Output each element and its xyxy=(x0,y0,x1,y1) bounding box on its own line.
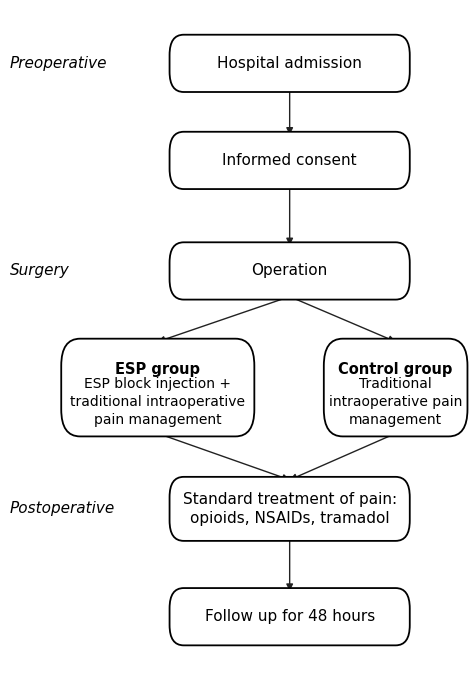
FancyBboxPatch shape xyxy=(170,132,410,189)
Text: ESP group: ESP group xyxy=(115,362,200,377)
Text: Surgery: Surgery xyxy=(9,264,69,278)
Text: Preoperative: Preoperative xyxy=(9,56,107,71)
Text: ESP block injection +
traditional intraoperative
pain management: ESP block injection + traditional intrao… xyxy=(70,377,245,427)
Text: Hospital admission: Hospital admission xyxy=(217,56,362,71)
FancyBboxPatch shape xyxy=(324,338,467,437)
Text: Operation: Operation xyxy=(252,264,328,278)
FancyBboxPatch shape xyxy=(170,243,410,299)
Text: Informed consent: Informed consent xyxy=(222,153,357,168)
FancyBboxPatch shape xyxy=(170,477,410,541)
Text: Follow up for 48 hours: Follow up for 48 hours xyxy=(204,609,375,624)
Text: Standard treatment of pain:
opioids, NSAIDs, tramadol: Standard treatment of pain: opioids, NSA… xyxy=(183,492,397,526)
Text: Control group: Control group xyxy=(339,362,453,377)
Text: Postoperative: Postoperative xyxy=(9,501,114,516)
FancyBboxPatch shape xyxy=(170,588,410,646)
FancyBboxPatch shape xyxy=(170,34,410,92)
FancyBboxPatch shape xyxy=(61,338,254,437)
Text: Traditional
intraoperative pain
management: Traditional intraoperative pain manageme… xyxy=(329,377,463,427)
